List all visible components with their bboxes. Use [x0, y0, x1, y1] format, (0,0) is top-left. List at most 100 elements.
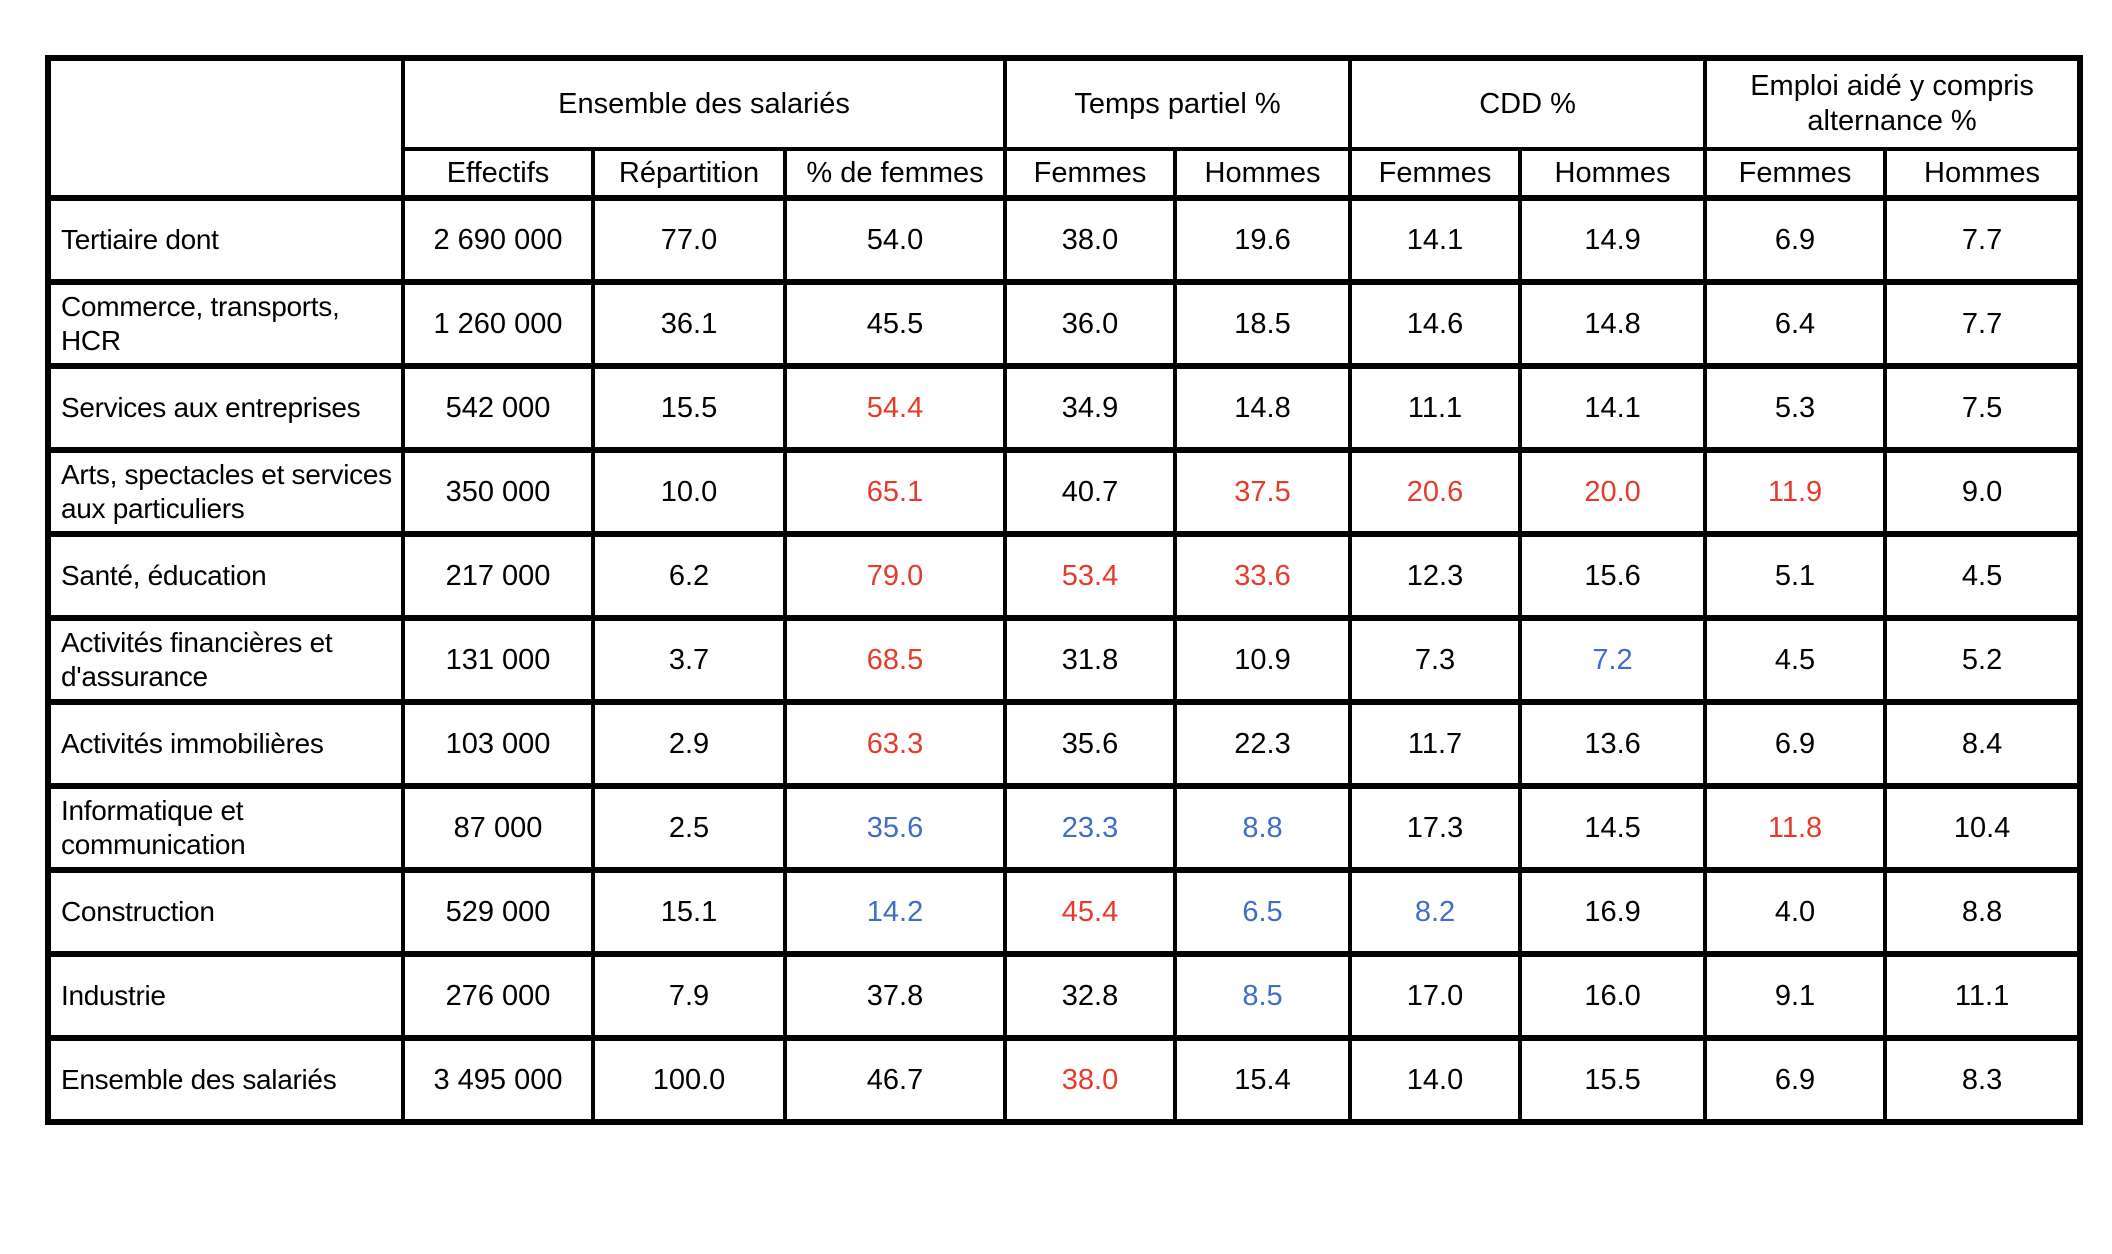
value-cell: 5.3 [1703, 363, 1888, 453]
row-label: Tertiaire dont [46, 195, 405, 285]
value-cell: 7.9 [591, 951, 787, 1041]
table-row: Tertiaire dont 2 690 000 77.0 54.0 38.0 19.6 1… [46, 195, 2083, 285]
group-header-temps-partiel: Temps partiel % [1003, 55, 1353, 151]
row-label: Ensemble des salariés [46, 1035, 405, 1125]
value-cell: 6.9 [1703, 699, 1888, 789]
value-cell: 15.5 [591, 363, 787, 453]
value-cell: 7.3 [1348, 615, 1523, 705]
value-cell: 7.7 [1883, 195, 2083, 285]
value-cell: 5.1 [1703, 531, 1888, 621]
row-label: Industrie [46, 951, 405, 1041]
value-cell: 23.3 [1003, 783, 1178, 873]
value-cell: 33.6 [1173, 531, 1353, 621]
value-cell: 8.2 [1348, 867, 1523, 957]
value-cell: 2.9 [591, 699, 787, 789]
value-cell: 19.6 [1173, 195, 1353, 285]
value-cell: 14.6 [1348, 279, 1523, 369]
value-cell: 6.2 [591, 531, 787, 621]
value-cell: 34.9 [1003, 363, 1178, 453]
value-cell: 529 000 [401, 867, 595, 957]
value-cell: 54.0 [782, 195, 1008, 285]
value-cell: 7.7 [1883, 279, 2083, 369]
value-cell: 79.0 [782, 531, 1008, 621]
value-cell: 11.1 [1348, 363, 1523, 453]
value-cell: 36.0 [1003, 279, 1178, 369]
value-cell: 1 260 000 [401, 279, 595, 369]
column-header-cdd-femmes: Femmes [1348, 147, 1523, 201]
value-cell: 15.6 [1518, 531, 1708, 621]
value-cell: 6.9 [1703, 195, 1888, 285]
value-cell: 10.0 [591, 447, 787, 537]
value-cell: 37.8 [782, 951, 1008, 1041]
value-cell: 103 000 [401, 699, 595, 789]
value-cell: 7.5 [1883, 363, 2083, 453]
value-cell: 14.8 [1173, 363, 1353, 453]
value-cell: 15.4 [1173, 1035, 1353, 1125]
value-cell: 20.0 [1518, 447, 1708, 537]
table-row: Activités immobilières 103 000 2.9 63.3 35.6… [46, 699, 2083, 789]
value-cell: 16.0 [1518, 951, 1708, 1041]
column-header-ea-femmes: Femmes [1703, 147, 1888, 201]
value-cell: 63.3 [782, 699, 1008, 789]
table-row: Construction 529 000 15.1 14.2 45.4 6.5 8.2 16.… [46, 867, 2083, 957]
group-header-emploi-aide: Emploi aidé y compris alternance % [1703, 55, 2083, 151]
value-cell: 14.9 [1518, 195, 1708, 285]
value-cell: 276 000 [401, 951, 595, 1041]
table-row: Ensemble des salariés 3 495 000 100.0 46.7 3… [46, 1035, 2083, 1125]
row-label: Informatique et communication [46, 783, 405, 873]
value-cell: 36.1 [591, 279, 787, 369]
value-cell: 131 000 [401, 615, 595, 705]
value-cell: 11.7 [1348, 699, 1523, 789]
value-cell: 65.1 [782, 447, 1008, 537]
value-cell: 14.0 [1348, 1035, 1523, 1125]
value-cell: 11.1 [1883, 951, 2083, 1041]
value-cell: 40.7 [1003, 447, 1178, 537]
value-cell: 350 000 [401, 447, 595, 537]
table-row: Commerce, transports, HCR 1 260 000 36.1 45… [46, 279, 2083, 369]
value-cell: 4.5 [1703, 615, 1888, 705]
column-header-repartition: Répartition [591, 147, 787, 201]
value-cell: 7.2 [1518, 615, 1708, 705]
value-cell: 9.1 [1703, 951, 1888, 1041]
column-header-ea-hommes: Hommes [1883, 147, 2083, 201]
value-cell: 3.7 [591, 615, 787, 705]
value-cell: 6.9 [1703, 1035, 1888, 1125]
value-cell: 8.3 [1883, 1035, 2083, 1125]
value-cell: 6.4 [1703, 279, 1888, 369]
table-row: Informatique et communication 87 000 2.5 35… [46, 783, 2083, 873]
value-cell: 68.5 [782, 615, 1008, 705]
table-row: Arts, spectacles et services aux particu… [46, 447, 2083, 537]
value-cell: 12.3 [1348, 531, 1523, 621]
value-cell: 14.1 [1518, 363, 1708, 453]
value-cell: 8.8 [1883, 867, 2083, 957]
value-cell: 14.5 [1518, 783, 1708, 873]
value-cell: 77.0 [591, 195, 787, 285]
value-cell: 217 000 [401, 531, 595, 621]
table-row: Services aux entreprises 542 000 15.5 54.4 3… [46, 363, 2083, 453]
value-cell: 14.1 [1348, 195, 1523, 285]
value-cell: 35.6 [1003, 699, 1178, 789]
value-cell: 38.0 [1003, 195, 1178, 285]
table-body: Tertiaire dont 2 690 000 77.0 54.0 38.0 19.6 1… [46, 195, 2083, 1125]
value-cell: 2.5 [591, 783, 787, 873]
group-header-cdd: CDD % [1348, 55, 1708, 151]
column-header-tp-hommes: Hommes [1173, 147, 1353, 201]
value-cell: 87 000 [401, 783, 595, 873]
column-header-tp-femmes: Femmes [1003, 147, 1178, 201]
value-cell: 45.5 [782, 279, 1008, 369]
row-label: Santé, éducation [46, 531, 405, 621]
value-cell: 10.4 [1883, 783, 2083, 873]
value-cell: 53.4 [1003, 531, 1178, 621]
value-cell: 542 000 [401, 363, 595, 453]
value-cell: 9.0 [1883, 447, 2083, 537]
value-cell: 8.4 [1883, 699, 2083, 789]
value-cell: 2 690 000 [401, 195, 595, 285]
column-header-effectifs: Effectifs [401, 147, 595, 201]
column-header-cdd-hommes: Hommes [1518, 147, 1708, 201]
table-row: Activités financières et d'assurance 131 … [46, 615, 2083, 705]
value-cell: 17.3 [1348, 783, 1523, 873]
value-cell: 15.5 [1518, 1035, 1708, 1125]
value-cell: 31.8 [1003, 615, 1178, 705]
value-cell: 8.5 [1173, 951, 1353, 1041]
value-cell: 16.9 [1518, 867, 1708, 957]
